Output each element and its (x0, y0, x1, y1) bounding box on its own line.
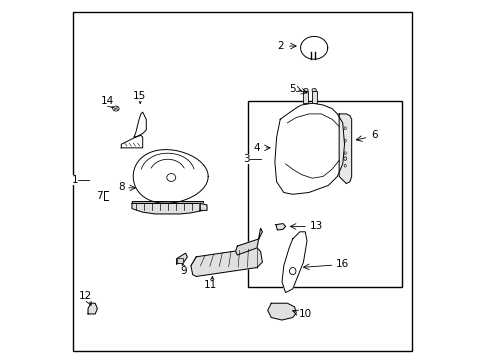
Polygon shape (88, 303, 97, 314)
Text: 7: 7 (96, 191, 103, 201)
Polygon shape (274, 103, 344, 194)
Text: 16: 16 (335, 259, 348, 269)
Text: 4: 4 (253, 143, 260, 153)
Polygon shape (190, 248, 262, 276)
Polygon shape (200, 203, 206, 210)
Polygon shape (275, 224, 285, 230)
Polygon shape (176, 253, 187, 264)
Text: 8: 8 (118, 182, 124, 192)
Text: 10: 10 (298, 309, 311, 319)
Bar (311, 91, 316, 103)
Text: 14: 14 (100, 96, 113, 107)
Ellipse shape (303, 88, 307, 91)
Polygon shape (300, 36, 327, 59)
Polygon shape (235, 228, 262, 255)
Polygon shape (132, 203, 203, 214)
Polygon shape (121, 135, 142, 148)
Bar (177, 258, 183, 263)
Polygon shape (339, 114, 351, 184)
Text: 3: 3 (243, 154, 249, 163)
Polygon shape (134, 112, 146, 137)
Polygon shape (282, 232, 306, 293)
Text: 13: 13 (309, 221, 322, 231)
Polygon shape (267, 303, 296, 320)
Text: 15: 15 (132, 91, 145, 101)
Text: 9: 9 (180, 266, 187, 276)
Text: 1: 1 (71, 175, 78, 185)
Text: 5: 5 (289, 84, 295, 94)
Ellipse shape (311, 88, 316, 91)
Bar (303, 91, 308, 103)
Polygon shape (133, 150, 208, 203)
Text: 11: 11 (203, 280, 217, 291)
Bar (247, 102, 401, 287)
Text: 6: 6 (371, 130, 377, 140)
Text: 12: 12 (79, 291, 92, 301)
Text: 2: 2 (276, 41, 283, 51)
